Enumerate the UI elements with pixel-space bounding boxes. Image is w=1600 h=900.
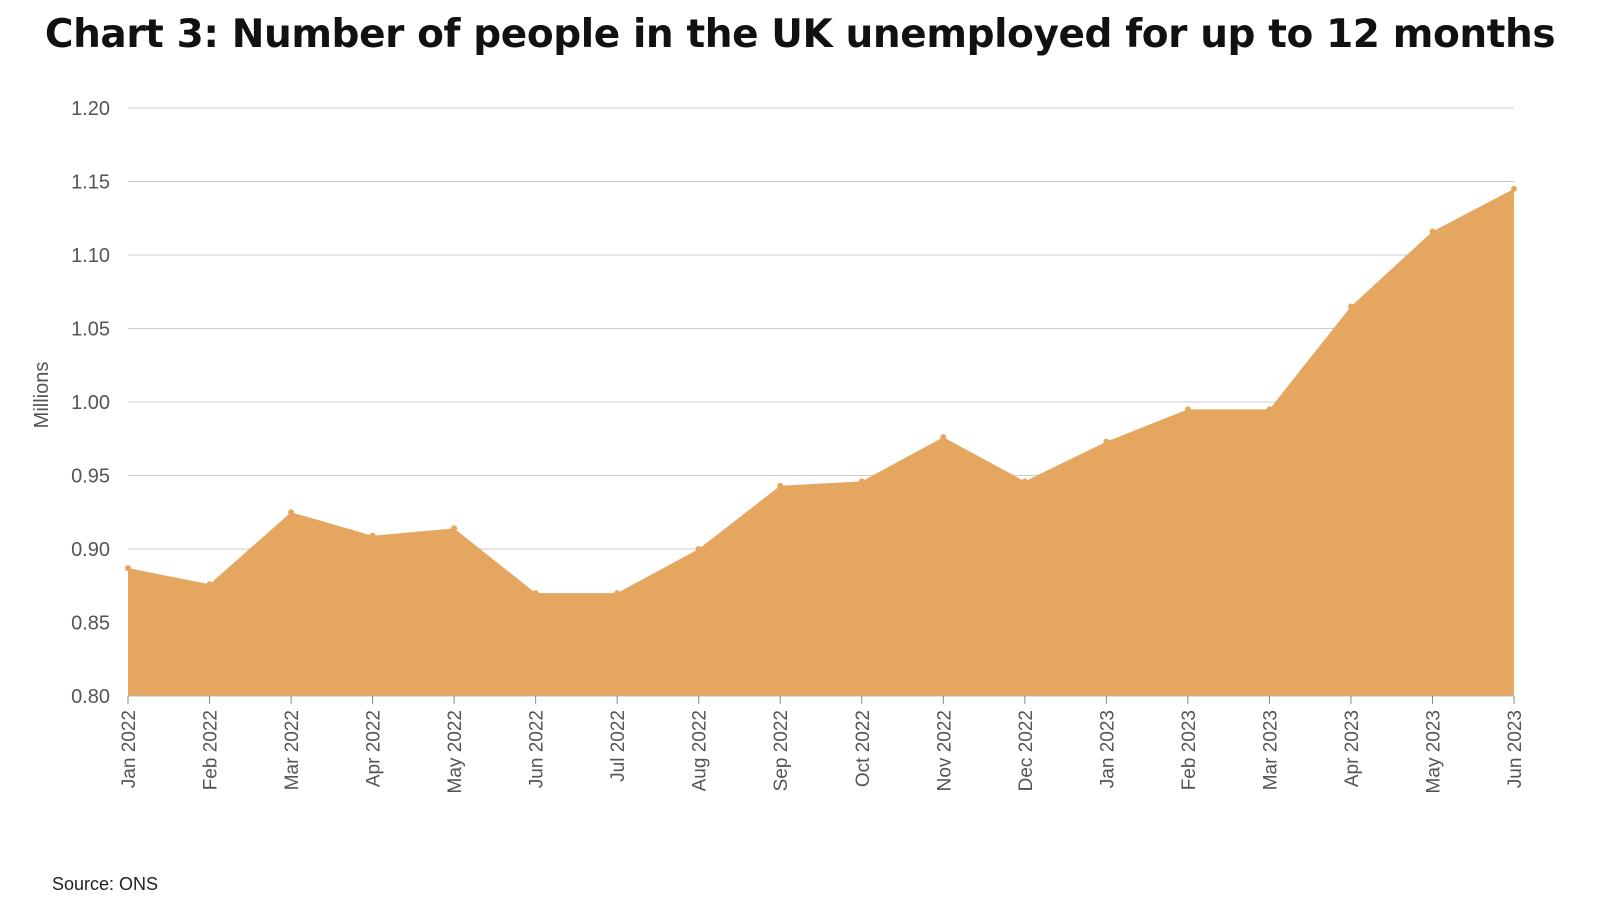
source-note: Source: ONS (52, 874, 159, 894)
data-point-15 (1347, 303, 1354, 310)
y-tick-label: 0.85 (71, 613, 110, 635)
data-point-5 (532, 590, 539, 597)
x-tick-label: Dec 2022 (1016, 710, 1037, 791)
data-point-12 (1103, 438, 1110, 445)
data-point-0 (125, 565, 131, 572)
x-tick-label: Sep 2022 (771, 710, 792, 791)
x-tick-label: Aug 2022 (690, 710, 711, 791)
x-tick-label: Jan 2022 (119, 710, 140, 788)
x-tick-label: Nov 2022 (934, 710, 955, 791)
y-tick-label: 1.00 (71, 392, 110, 414)
x-tick-label: May 2022 (445, 710, 466, 793)
x-tick-label: Apr 2023 (1342, 710, 1363, 787)
data-point-1 (206, 581, 213, 588)
data-point-16 (1429, 228, 1436, 235)
data-point-17 (1511, 185, 1517, 192)
y-tick-label: 0.90 (71, 539, 110, 561)
y-tick-label: 1.20 (71, 98, 110, 120)
chart-title: Chart 3: Number of people in the UK unem… (44, 12, 1556, 57)
x-tick-label: Mar 2022 (282, 710, 303, 790)
data-point-6 (614, 590, 621, 597)
x-tick-label: Mar 2023 (1260, 710, 1281, 790)
y-axis-label: Millions (31, 362, 53, 429)
data-point-2 (288, 509, 295, 516)
y-axis-ticks: 0.80 0.85 0.90 0.95 1.00 1.05 1.10 1.15 1.20 (71, 98, 110, 708)
x-tick-label: Oct 2022 (853, 710, 874, 787)
x-tick-label: Jun 2023 (1505, 710, 1526, 788)
data-point-7 (695, 546, 702, 552)
data-point-14 (1266, 406, 1273, 413)
y-tick-label: 0.80 (71, 686, 110, 708)
area-fill (128, 188, 1514, 696)
y-tick-label: 1.05 (71, 319, 110, 341)
x-tick-label: Jun 2022 (527, 710, 548, 788)
x-tick-label: Feb 2022 (201, 710, 222, 790)
x-tick-label: Jul 2022 (608, 710, 629, 782)
x-axis-ticks: Jan 2022 Feb 2022 Mar 2022 Apr 2022 May 2022… (119, 695, 1526, 793)
y-tick-label: 1.10 (71, 245, 110, 267)
y-tick-label: 1.15 (71, 172, 110, 194)
area-series (125, 185, 1517, 696)
data-point-10 (940, 434, 947, 441)
x-tick-label: Feb 2023 (1179, 710, 1200, 790)
data-point-13 (1184, 406, 1191, 413)
data-point-8 (777, 482, 784, 489)
data-point-9 (858, 478, 865, 485)
data-point-11 (1021, 478, 1028, 485)
y-tick-label: 0.95 (71, 466, 110, 488)
x-tick-label: Jan 2023 (1097, 710, 1118, 788)
x-tick-label: May 2023 (1423, 710, 1444, 793)
data-point-4 (451, 525, 458, 532)
x-tick-label: Apr 2022 (364, 710, 385, 787)
data-point-3 (369, 532, 376, 539)
